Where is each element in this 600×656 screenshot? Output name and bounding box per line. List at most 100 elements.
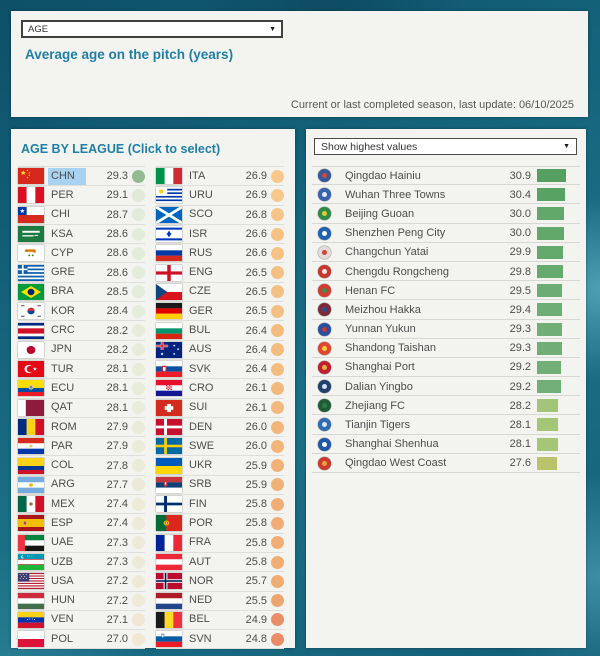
league-row-pol[interactable]: POL 27.0 (18, 630, 145, 650)
league-row-bra[interactable]: BRA 28.5 (18, 283, 145, 303)
league-code: AUS (189, 343, 212, 356)
league-row-svn[interactable]: SVN 24.8 (156, 630, 284, 650)
league-row-par[interactable]: PAR 27.9 (18, 437, 145, 457)
league-row-ger[interactable]: GER 26.5 (156, 302, 284, 322)
team-row[interactable]: Dalian Yingbo 29.2 (306, 377, 586, 397)
flag-icon-bel (156, 611, 182, 628)
team-name: Henan FC (345, 284, 396, 297)
league-row-ned[interactable]: NED 25.5 (156, 592, 284, 611)
value-dot-icon (271, 381, 284, 395)
league-row-fra[interactable]: FRA 25.8 (156, 534, 284, 553)
league-row-uae[interactable]: UAE 27.3 (18, 534, 145, 553)
league-value: 25.7 (245, 575, 267, 588)
league-row-arg[interactable]: ARG 27.7 (18, 476, 145, 496)
league-row-cro[interactable]: CRO 26.1 (156, 379, 284, 399)
value-dot-icon (271, 497, 284, 511)
flag-icon-chn (18, 168, 44, 185)
flag-icon-svn (156, 631, 182, 648)
league-value: 25.9 (245, 459, 267, 472)
league-row-crc[interactable]: CRC 28.2 (18, 321, 145, 341)
league-row-aus[interactable]: AUS 26.4 (156, 341, 284, 360)
league-row-cyp[interactable]: CYP 28.6 (18, 244, 145, 264)
value-dot-icon (132, 285, 145, 299)
league-code: HUN (51, 594, 75, 607)
team-row[interactable]: Beijing Guoan 30.0 (306, 204, 586, 224)
league-row-hun[interactable]: HUN 27.2 (18, 592, 145, 611)
league-row-qat[interactable]: QAT 28.1 (18, 399, 145, 418)
league-row-kor[interactable]: KOR 28.4 (18, 302, 145, 322)
league-row-mex[interactable]: MEX 27.4 (18, 495, 145, 515)
league-row-fin[interactable]: FIN 25.8 (156, 495, 284, 515)
value-dot-icon (271, 574, 284, 588)
league-row-rus[interactable]: RUS 26.6 (156, 244, 284, 264)
metric-select[interactable]: AGE ▼ (21, 20, 283, 38)
team-row[interactable]: Meizhou Hakka 29.4 (306, 300, 586, 320)
league-value: 28.2 (106, 324, 128, 337)
league-row-uzb[interactable]: UZB 27.3 (18, 553, 145, 573)
league-row-cze[interactable]: CZE 26.5 (156, 283, 284, 303)
team-row[interactable]: Qingdao Hainiu 30.9 (306, 166, 586, 186)
league-row-ita[interactable]: ITA 26.9 (156, 167, 284, 187)
team-panel: Show highest values ▼ Qingdao Hainiu 30.9… (306, 129, 586, 648)
flag-icon-ksa (18, 226, 44, 243)
team-row[interactable]: Wuhan Three Towns 30.4 (306, 185, 586, 205)
league-row-swe[interactable]: SWE 26.0 (156, 437, 284, 457)
flag-icon-ecu (18, 380, 44, 397)
team-row[interactable]: Changchun Yatai 29.9 (306, 243, 586, 263)
league-value: 26.0 (245, 421, 267, 433)
league-value: 26.9 (245, 189, 267, 202)
league-row-aut[interactable]: AUT 25.8 (156, 553, 284, 573)
league-row-chn[interactable]: CHN 29.3 (18, 167, 145, 187)
league-row-ecu[interactable]: ECU 28.1 (18, 379, 145, 399)
league-row-tur[interactable]: TUR 28.1 (18, 360, 145, 380)
league-row-eng[interactable]: ENG 26.5 (156, 263, 284, 283)
team-row[interactable]: Yunnan Yukun 29.3 (306, 320, 586, 339)
league-row-jpn[interactable]: JPN 28.2 (18, 341, 145, 360)
team-row[interactable]: Zhejiang FC 28.2 (306, 396, 586, 416)
league-row-gre[interactable]: GRE 28.6 (18, 263, 145, 283)
team-list: Qingdao Hainiu 30.9 Wuhan Three Towns 30.4 B… (306, 166, 586, 474)
league-row-bel[interactable]: BEL 24.9 (156, 611, 284, 631)
league-row-svk[interactable]: SVK 26.4 (156, 360, 284, 380)
team-row[interactable]: Shenzhen Peng City 30.0 (306, 224, 586, 243)
team-row[interactable]: Shanghai Shenhua 28.1 (306, 435, 586, 455)
team-row[interactable]: Shanghai Port 29.2 (306, 358, 586, 378)
team-badge-icon (318, 264, 331, 278)
value-dot-icon (132, 188, 145, 202)
team-row[interactable]: Tianjin Tigers 28.1 (306, 415, 586, 435)
team-name: Wuhan Three Towns (345, 188, 446, 201)
league-row-esp[interactable]: ESP 27.4 (18, 514, 145, 534)
league-row-col[interactable]: COL 27.8 (18, 456, 145, 476)
league-row-bul[interactable]: BUL 26.4 (156, 321, 284, 341)
value-dot-icon (132, 266, 145, 280)
team-row[interactable]: Qingdao West Coast 27.6 (306, 454, 586, 474)
team-row[interactable]: Shandong Taishan 29.3 (306, 339, 586, 359)
league-row-nor[interactable]: NOR 25.7 (156, 572, 284, 592)
league-value: 24.8 (245, 633, 267, 646)
league-row-per[interactable]: PER 29.1 (18, 186, 145, 206)
team-row[interactable]: Henan FC 29.5 (306, 281, 586, 301)
league-code: SVN (189, 632, 212, 645)
league-value: 25.8 (245, 536, 267, 549)
league-row-sco[interactable]: SCO 26.8 (156, 206, 284, 225)
league-code: SWE (189, 439, 215, 452)
filter-select[interactable]: Show highest values ▼ (314, 138, 577, 155)
league-row-isr[interactable]: ISR 26.6 (156, 225, 284, 245)
league-row-uru[interactable]: URU 26.9 (156, 186, 284, 206)
league-row-ukr[interactable]: UKR 25.9 (156, 456, 284, 476)
league-row-ksa[interactable]: KSA 28.6 (18, 225, 145, 245)
league-value: 26.1 (245, 382, 267, 395)
league-row-srb[interactable]: SRB 25.9 (156, 476, 284, 496)
team-row[interactable]: Chengdu Rongcheng 29.8 (306, 262, 586, 282)
league-row-usa[interactable]: USA 27.2 (18, 572, 145, 592)
league-code: URU (189, 188, 213, 201)
league-row-den[interactable]: DEN 26.0 (156, 418, 284, 438)
value-dot-icon (132, 516, 145, 530)
league-row-ven[interactable]: VEN 27.1 (18, 611, 145, 631)
league-row-sui[interactable]: SUI 26.1 (156, 399, 284, 418)
league-row-rom[interactable]: ROM 27.9 (18, 418, 145, 438)
league-row-chi[interactable]: CHI 28.7 (18, 206, 145, 225)
value-dot-icon (271, 285, 284, 299)
league-row-por[interactable]: POR 25.8 (156, 514, 284, 534)
flag-icon-rus (156, 245, 182, 262)
